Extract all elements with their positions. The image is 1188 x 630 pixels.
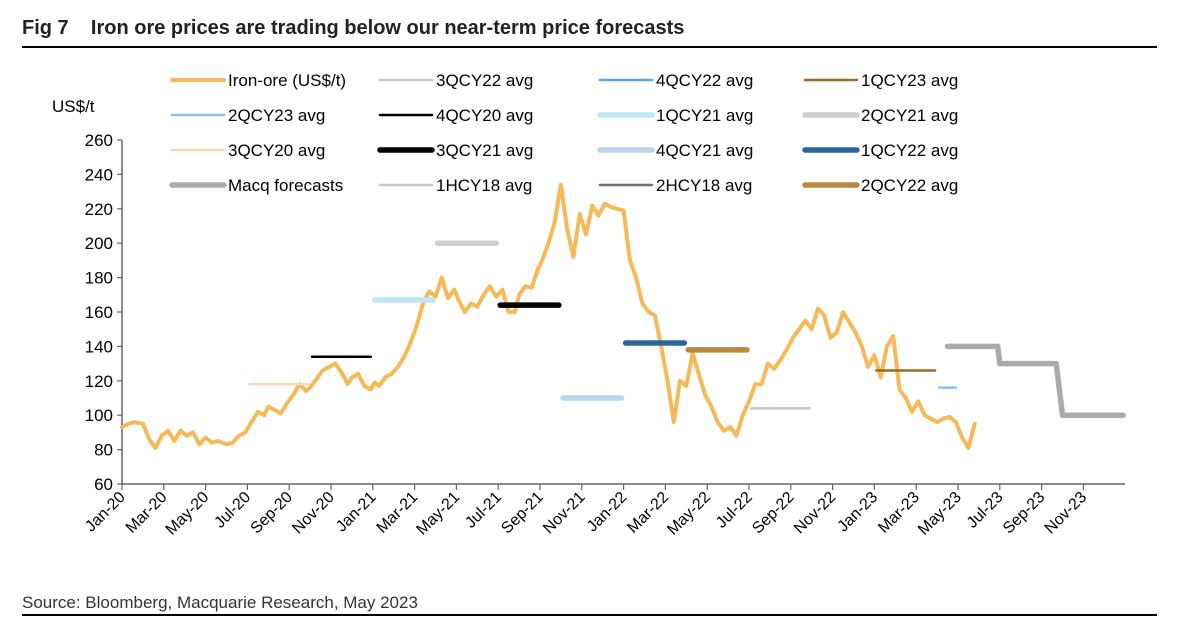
figure-label: Fig 7	[22, 17, 69, 39]
x-tick-label: Nov-21	[540, 489, 589, 538]
y-tick-label: 160	[85, 303, 113, 322]
figure-title: Fig 7 Iron ore prices are trading below …	[22, 17, 684, 40]
legend-item: 2QCY21 avg	[802, 106, 958, 125]
x-tick-label: Sep-23	[1000, 489, 1049, 538]
legend-item: 1QCY21 avg	[597, 106, 753, 125]
x-tick-label: Jan-20	[82, 489, 129, 536]
x-tick-label: Sep-21	[498, 489, 547, 538]
legend-label: 4QCY20 avg	[436, 106, 533, 125]
legend-item: Iron-ore (US$/t)	[170, 71, 346, 90]
legend-item: 2QCY23 avg	[170, 106, 325, 125]
legend-item: 3QCY20 avg	[170, 141, 325, 160]
legend-item: 2HCY18 avg	[598, 176, 752, 195]
y-tick-label: 140	[85, 337, 113, 356]
legend-item: 2QCY22 avg	[802, 176, 958, 195]
x-tick-label: Nov-22	[791, 489, 840, 538]
y-tick-label: 260	[85, 131, 113, 150]
y-tick-label: 100	[85, 406, 113, 425]
x-tick-label: Nov-20	[289, 489, 338, 538]
x-tick-label: Mar-20	[123, 489, 171, 537]
legend-label: 4QCY22 avg	[656, 71, 753, 90]
legend-item: 1HCY18 avg	[378, 176, 532, 195]
iron-ore-price-line	[120, 182, 977, 450]
source-note: Source: Bloomberg, Macquarie Research, M…	[22, 593, 418, 612]
legend-label: 2QCY21 avg	[861, 106, 958, 125]
y-tick-label: 80	[94, 441, 113, 460]
y-tick-label: 240	[85, 165, 113, 184]
legend-label: 1HCY18 avg	[436, 176, 532, 195]
x-tick-label: May-23	[915, 489, 965, 539]
x-tick-label: Mar-22	[624, 489, 672, 537]
x-tick-label: Jan-22	[584, 489, 631, 536]
x-tick-label: Mar-23	[875, 489, 923, 537]
legend-label: 2QCY23 avg	[228, 106, 325, 125]
legend-item: 3QCY21 avg	[377, 141, 533, 160]
legend-label: 3QCY20 avg	[228, 141, 325, 160]
y-tick-label: 60	[94, 475, 113, 494]
x-tick-label: May-21	[413, 489, 463, 539]
legend-item: 4QCY21 avg	[597, 141, 753, 160]
x-tick-label: May-20	[163, 489, 213, 539]
y-tick-label: 220	[85, 200, 113, 219]
x-tick-label: Sep-20	[248, 489, 297, 538]
legend-item: 4QCY22 avg	[598, 71, 753, 90]
legend-label: 3QCY22 avg	[436, 71, 533, 90]
legend-item: 4QCY20 avg	[378, 106, 533, 125]
x-tick-label: Sep-22	[749, 489, 798, 538]
x-tick-label: Mar-21	[374, 489, 422, 537]
legend-item: Macq forecasts	[169, 176, 343, 195]
legend-item: 1QCY22 avg	[802, 141, 958, 160]
legend-item: 3QCY22 avg	[378, 71, 533, 90]
y-tick-label: 200	[85, 234, 113, 253]
bottom-rule	[22, 614, 1157, 616]
legend-label: 1QCY21 avg	[656, 106, 753, 125]
legend-label: 2QCY22 avg	[861, 176, 958, 195]
legend-label: 2HCY18 avg	[656, 176, 752, 195]
legend-label: Iron-ore (US$/t)	[228, 71, 346, 90]
x-tick-label: Jan-21	[333, 489, 380, 536]
legend-label: 4QCY21 avg	[656, 141, 753, 160]
legend: Iron-ore (US$/t) 3QCY22 avg 4QCY22 avg 1QCY…	[169, 71, 958, 195]
y-axis-label: US$/t	[52, 97, 95, 116]
average-bars	[248, 240, 958, 410]
y-tick-label: 120	[85, 372, 113, 391]
forecast-line	[944, 343, 1126, 418]
legend-label: 3QCY21 avg	[436, 141, 533, 160]
legend-item: 1QCY23 avg	[803, 71, 958, 90]
legend-label: 1QCY22 avg	[861, 141, 958, 160]
top-rule	[22, 46, 1157, 48]
legend-label: 1QCY23 avg	[861, 71, 958, 90]
y-tick-label: 180	[85, 269, 113, 288]
legend-label: Macq forecasts	[228, 176, 343, 195]
x-tick-label: Jan-23	[835, 489, 882, 536]
x-tick-label: May-22	[664, 489, 714, 539]
price-lines	[120, 182, 1126, 450]
x-tick-label: Nov-23	[1042, 489, 1091, 538]
figure-title-text: Iron ore prices are trading below our ne…	[90, 17, 685, 39]
